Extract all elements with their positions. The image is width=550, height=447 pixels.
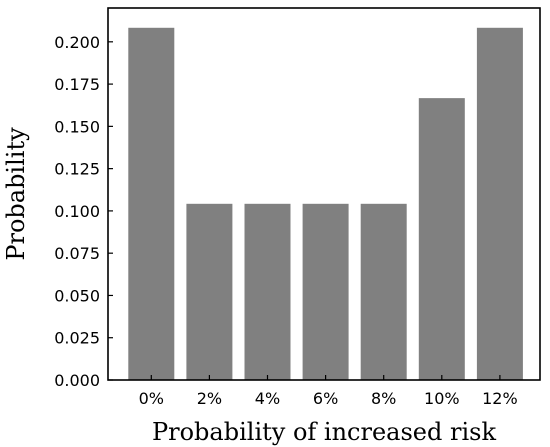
bar-4pct [244,203,291,380]
x-tick-label: 2% [197,389,222,408]
x-tick-label: 12% [482,389,518,408]
y-tick-label: 0.150 [54,117,100,136]
x-tick-label: 0% [139,389,164,408]
x-axis-ticks: 0% 2% 4% 6% 8% 10% 12% [139,375,518,408]
bar-12pct [476,27,523,381]
x-tick-label: 4% [255,389,280,408]
y-tick-label: 0.050 [54,286,100,305]
y-tick-label: 0.200 [54,33,100,52]
y-axis-label: Probability [2,127,30,261]
y-tick-label: 0.125 [54,160,100,179]
y-tick-label: 0.000 [54,371,100,390]
bar-2pct [186,203,233,380]
x-tick-label: 10% [424,389,460,408]
y-tick-label: 0.175 [54,75,100,94]
bars-group [128,27,523,381]
bar-8pct [360,203,407,380]
y-axis-ticks: 0.000 0.025 0.050 0.075 0.100 0.125 0.150 0.175… [54,33,113,390]
plot-frame [107,7,541,381]
bar-0pct [128,27,175,381]
y-tick-label: 0.025 [54,329,100,348]
x-tick-label: 6% [313,389,338,408]
x-tick-label: 8% [371,389,396,408]
bar-6pct [302,203,349,380]
y-tick-label: 0.075 [54,244,100,263]
x-axis-label: Probability of increased risk [152,418,496,446]
y-tick-label: 0.100 [54,202,100,221]
bar-10pct [418,98,465,380]
